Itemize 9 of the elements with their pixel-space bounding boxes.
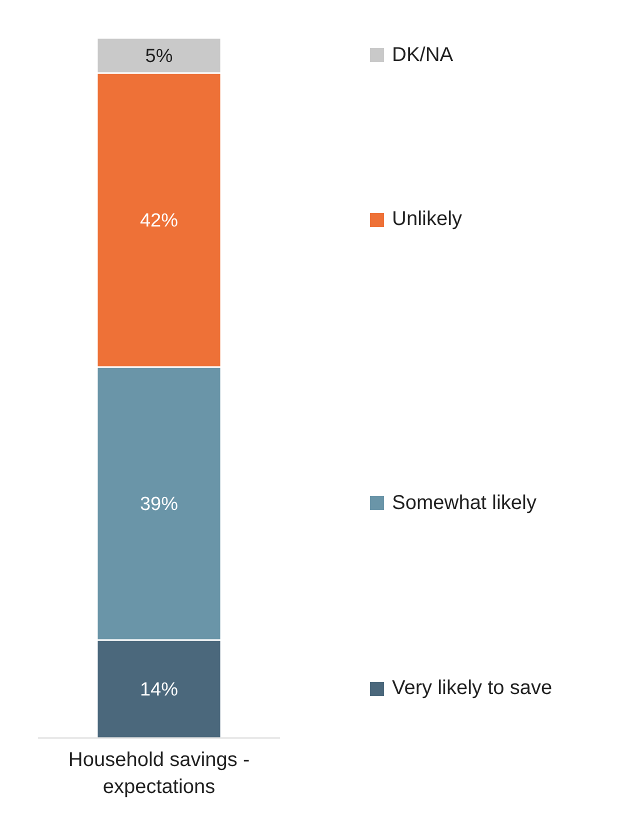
legend-label: DK/NA <box>392 44 454 66</box>
x-tick-label: Household savings - expectations <box>68 749 250 798</box>
legend-label: Somewhat likely <box>392 492 537 514</box>
data-label: 14% <box>140 680 178 701</box>
data-label: 39% <box>140 494 178 516</box>
legend-label: Very likely to save <box>392 677 552 700</box>
data-label: 5% <box>145 46 173 68</box>
text: Unlikely <box>392 208 462 231</box>
data-label: 42% <box>140 210 178 232</box>
